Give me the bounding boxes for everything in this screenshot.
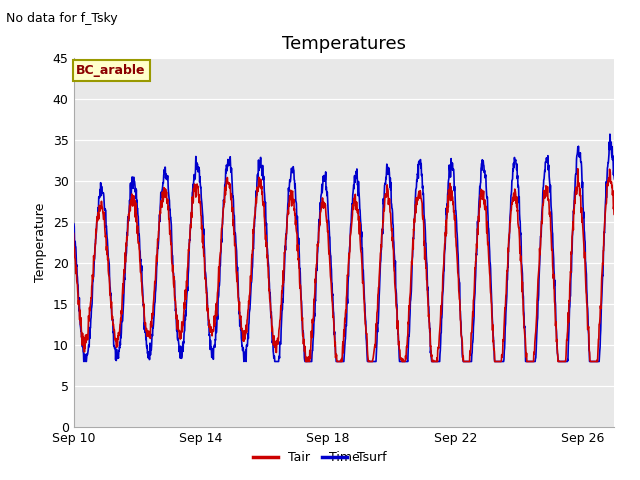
Text: BC_arable: BC_arable [76, 64, 146, 77]
Title: Temperatures: Temperatures [282, 35, 406, 53]
X-axis label: Time: Time [328, 451, 360, 464]
Text: No data for f_Tsky: No data for f_Tsky [6, 12, 118, 25]
Y-axis label: Temperature: Temperature [35, 203, 47, 282]
Legend: Tair, Tsurf: Tair, Tsurf [248, 446, 392, 469]
